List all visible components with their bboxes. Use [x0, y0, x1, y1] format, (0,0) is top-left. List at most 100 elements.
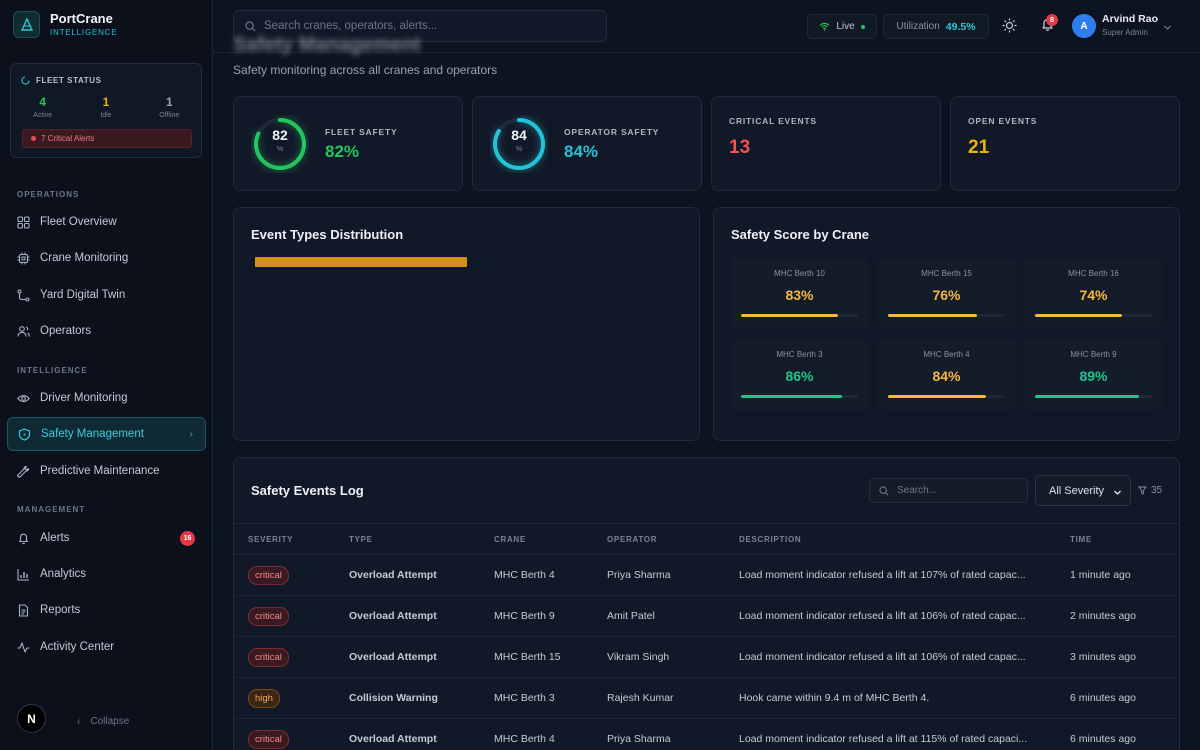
crane-name: MHC Berth 16 [1068, 269, 1119, 278]
crane-score-bar [741, 395, 842, 398]
eye-icon [17, 394, 30, 402]
time-cell: 6 minutes ago [1056, 677, 1179, 719]
collapse-button[interactable]: ‹ Collapse [77, 716, 129, 727]
open-events-label: OPEN EVENTS [968, 116, 1038, 126]
time-cell: 3 minutes ago [1056, 636, 1179, 678]
operator-safety-ring [493, 118, 545, 170]
notifications-count-badge: 8 [1046, 14, 1058, 26]
crane-scores-panel: Safety Score by Crane MHC Berth 10 83% M… [713, 207, 1180, 441]
n-logo-icon[interactable]: N [17, 704, 46, 733]
severity-cell: critical [234, 718, 335, 750]
crane-score-track [741, 395, 858, 398]
chevron-down-icon[interactable] [1163, 19, 1172, 37]
utilization-label: Utilization [896, 21, 940, 32]
column-header-description[interactable]: DESCRIPTION [725, 523, 1056, 555]
sidebar-item-activity-center[interactable]: Activity Center [7, 630, 206, 664]
log-search-input[interactable]: Search... [869, 478, 1028, 503]
severity-badge: high [248, 688, 280, 708]
description-cell: Hook came within 9.4 m of MHC Berth 4. [725, 677, 1056, 719]
activity-icon [21, 76, 30, 85]
crane-score-tile[interactable]: MHC Berth 16 74% [1025, 258, 1162, 329]
crane-score-tile[interactable]: MHC Berth 4 84% [878, 339, 1015, 410]
open-events-card: OPEN EVENTS 21 [950, 96, 1180, 191]
crane-name: MHC Berth 9 [1070, 350, 1117, 359]
live-status-pill[interactable]: Live [807, 14, 877, 39]
nav-section-operations: OPERATIONS [17, 190, 80, 199]
severity-filter-select[interactable]: All Severity [1035, 475, 1131, 506]
user-name[interactable]: Arvind Rao [1102, 13, 1159, 25]
crane-score: 89% [1079, 368, 1108, 384]
crane-name: MHC Berth 3 [776, 350, 823, 359]
wifi-icon [819, 22, 830, 31]
crane-score-track [888, 314, 1005, 317]
table-row[interactable]: critical Overload Attempt MHC Berth 15 V… [234, 636, 1179, 678]
crane-cell: MHC Berth 3 [480, 677, 593, 719]
fleet-safety-ring-unit: % [276, 146, 284, 153]
critical-alerts-pill[interactable]: 7 Critical Alerts [22, 129, 192, 148]
critical-alerts-text: 7 Critical Alerts [41, 134, 95, 143]
column-header-type[interactable]: TYPE [335, 523, 480, 555]
sidebar-item-alerts[interactable]: Alerts 16 [7, 521, 206, 555]
column-header-time[interactable]: TIME [1056, 523, 1179, 555]
avatar[interactable]: A [1072, 14, 1096, 38]
utilization-value: 49.5% [945, 20, 976, 33]
live-dot-icon [860, 24, 865, 29]
sidebar-item-yard-digital-twin[interactable]: Yard Digital Twin [7, 278, 206, 312]
bell-icon [18, 533, 29, 544]
chevron-left-icon: ‹ [77, 716, 81, 727]
sidebar-item-operators[interactable]: Operators [7, 314, 206, 348]
brand[interactable]: PortCrane INTELLIGENCE [13, 11, 117, 38]
severity-badge: critical [248, 729, 289, 749]
sidebar-item-predictive-maintenance[interactable]: Predictive Maintenance [7, 454, 206, 488]
type-cell: Overload Attempt [335, 636, 480, 678]
brand-name: PortCrane [50, 11, 113, 26]
crane-score-track [1035, 395, 1152, 398]
global-search-input[interactable]: Search cranes, operators, alerts... [233, 10, 607, 42]
crane-score-tile[interactable]: MHC Berth 3 86% [731, 339, 868, 410]
fleet-stat-label: Idle [100, 112, 112, 119]
table-row[interactable]: critical Overload Attempt MHC Berth 4 Pr… [234, 718, 1179, 750]
table-row[interactable]: critical Overload Attempt MHC Berth 4 Pr… [234, 554, 1179, 596]
pulse-icon [17, 641, 30, 653]
safety-events-log-title: Safety Events Log [251, 483, 364, 498]
filter-icon [1138, 486, 1147, 495]
sidebar-item-analytics[interactable]: Analytics [7, 557, 206, 591]
crane-score-tile[interactable]: MHC Berth 10 83% [731, 258, 868, 329]
severity-cell: high [234, 677, 335, 719]
crane-name: MHC Berth 10 [774, 269, 825, 278]
sidebar-item-driver-monitoring[interactable]: Driver Monitoring [7, 381, 206, 415]
critical-events-card: CRITICAL EVENTS 13 [711, 96, 941, 191]
sidebar-item-safety-management[interactable]: Safety Management › [7, 417, 206, 451]
sidebar-item-label: Yard Digital Twin [40, 289, 126, 301]
search-placeholder: Search cranes, operators, alerts... [264, 20, 438, 32]
chevron-down-icon [1114, 490, 1121, 495]
crane-score: 83% [785, 287, 814, 303]
file-icon [18, 603, 29, 617]
operator-safety-value: 84% [564, 142, 599, 161]
fleet-safety-ring-value: 82 [272, 127, 288, 143]
crane-score-tile[interactable]: MHC Berth 15 76% [878, 258, 1015, 329]
fleet-stats: 4 Active 1 Idle 1 Offline [11, 95, 201, 119]
operator-safety-ring-unit: % [515, 146, 523, 153]
safety-events-table: SEVERITY TYPE CRANE OPERATOR DESCRIPTION… [234, 523, 1179, 750]
severity-badge: critical [248, 647, 289, 667]
crane-score-tile[interactable]: MHC Berth 9 89% [1025, 339, 1162, 410]
type-cell: Overload Attempt [335, 554, 480, 596]
sidebar-item-reports[interactable]: Reports [7, 593, 206, 627]
column-header-operator[interactable]: OPERATOR [593, 523, 725, 555]
wrench-icon [17, 465, 30, 478]
event-distribution-bar[interactable] [255, 257, 467, 267]
table-row[interactable]: critical Overload Attempt MHC Berth 9 Am… [234, 595, 1179, 637]
column-header-crane[interactable]: CRANE [480, 523, 593, 555]
crane-score-track [1035, 314, 1152, 317]
event-count: 35 [1138, 485, 1162, 496]
table-row[interactable]: high Collision Warning MHC Berth 3 Rajes… [234, 677, 1179, 719]
crane-score: 84% [932, 368, 961, 384]
severity-badge: critical [248, 565, 289, 585]
bar-chart-icon [17, 568, 29, 581]
event-count-value: 35 [1151, 485, 1163, 496]
sidebar-item-fleet-overview[interactable]: Fleet Overview [7, 205, 206, 239]
theme-toggle-button[interactable] [1002, 18, 1017, 38]
column-header-severity[interactable]: SEVERITY [234, 523, 335, 555]
sidebar-item-crane-monitoring[interactable]: Crane Monitoring [7, 241, 206, 275]
